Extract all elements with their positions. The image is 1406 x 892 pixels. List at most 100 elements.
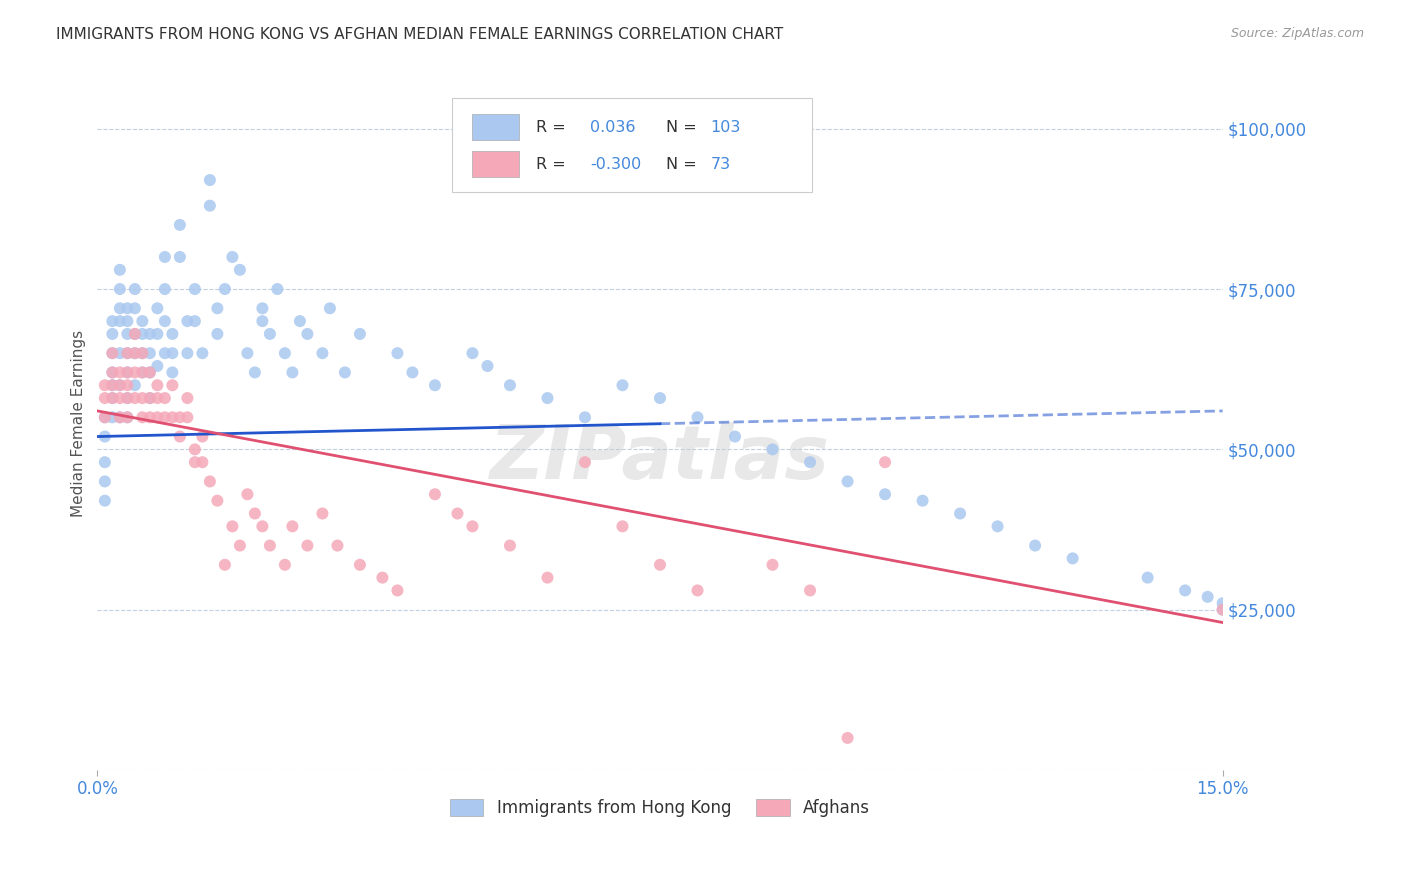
Point bbox=[139, 346, 162, 360]
Point bbox=[221, 519, 243, 533]
Point bbox=[108, 282, 131, 296]
Point bbox=[1212, 603, 1234, 617]
Point bbox=[1174, 583, 1197, 598]
Point bbox=[94, 493, 117, 508]
Point bbox=[274, 558, 297, 572]
Point bbox=[117, 378, 139, 392]
Point bbox=[333, 366, 356, 380]
Point bbox=[139, 366, 162, 380]
Point bbox=[371, 571, 394, 585]
Point bbox=[499, 378, 522, 392]
Point bbox=[281, 366, 304, 380]
FancyBboxPatch shape bbox=[451, 98, 811, 192]
Point bbox=[191, 346, 214, 360]
Point bbox=[191, 429, 214, 443]
Point bbox=[124, 326, 146, 341]
Point bbox=[117, 391, 139, 405]
Point bbox=[176, 391, 198, 405]
Point bbox=[686, 583, 709, 598]
Point bbox=[686, 410, 709, 425]
Point bbox=[169, 429, 191, 443]
Point bbox=[169, 218, 191, 232]
Point bbox=[162, 326, 184, 341]
Point bbox=[873, 455, 896, 469]
Point bbox=[139, 366, 162, 380]
Point bbox=[281, 519, 304, 533]
Point bbox=[146, 378, 169, 392]
Point bbox=[117, 314, 139, 328]
Text: N =: N = bbox=[665, 156, 702, 171]
Point bbox=[266, 282, 288, 296]
Point bbox=[612, 378, 634, 392]
Point bbox=[499, 539, 522, 553]
Point bbox=[229, 262, 252, 277]
Point bbox=[101, 378, 124, 392]
Point bbox=[117, 346, 139, 360]
Point bbox=[131, 366, 153, 380]
Point bbox=[259, 539, 281, 553]
Point bbox=[911, 493, 934, 508]
Point bbox=[536, 571, 558, 585]
Point bbox=[131, 346, 153, 360]
Text: 0.036: 0.036 bbox=[591, 120, 636, 135]
Text: 103: 103 bbox=[710, 120, 741, 135]
Point bbox=[124, 366, 146, 380]
Point bbox=[131, 326, 153, 341]
Bar bbox=[472, 114, 519, 140]
Point bbox=[207, 326, 229, 341]
Point bbox=[477, 359, 499, 373]
Point bbox=[94, 391, 117, 405]
Point bbox=[761, 558, 783, 572]
Point bbox=[117, 366, 139, 380]
Text: R =: R = bbox=[536, 156, 571, 171]
Point bbox=[108, 262, 131, 277]
Point bbox=[153, 346, 176, 360]
Point bbox=[108, 366, 131, 380]
Point bbox=[146, 301, 169, 316]
Point bbox=[297, 326, 319, 341]
Point bbox=[873, 487, 896, 501]
Point bbox=[259, 326, 281, 341]
Point bbox=[146, 359, 169, 373]
Point bbox=[176, 346, 198, 360]
Point bbox=[108, 346, 131, 360]
Point bbox=[101, 366, 124, 380]
Point bbox=[101, 391, 124, 405]
Point bbox=[612, 519, 634, 533]
Point bbox=[124, 301, 146, 316]
Point bbox=[184, 455, 207, 469]
Text: -0.300: -0.300 bbox=[591, 156, 641, 171]
Point bbox=[108, 314, 131, 328]
Point bbox=[124, 378, 146, 392]
Point bbox=[101, 346, 124, 360]
Point bbox=[229, 539, 252, 553]
Point bbox=[139, 391, 162, 405]
Point bbox=[124, 326, 146, 341]
Point bbox=[131, 314, 153, 328]
Point bbox=[252, 301, 274, 316]
Point bbox=[117, 301, 139, 316]
Point bbox=[837, 731, 859, 745]
Text: ZIPatlas: ZIPatlas bbox=[491, 422, 830, 495]
Point bbox=[139, 410, 162, 425]
Point bbox=[94, 475, 117, 489]
Point bbox=[648, 558, 671, 572]
Point bbox=[117, 410, 139, 425]
Point bbox=[162, 378, 184, 392]
Point bbox=[101, 314, 124, 328]
Point bbox=[94, 410, 117, 425]
Point bbox=[252, 519, 274, 533]
Point bbox=[221, 250, 243, 264]
Point bbox=[117, 366, 139, 380]
Point bbox=[198, 173, 221, 187]
Point bbox=[94, 410, 117, 425]
Point bbox=[101, 326, 124, 341]
Point bbox=[288, 314, 311, 328]
Point bbox=[236, 346, 259, 360]
Point bbox=[987, 519, 1010, 533]
Point bbox=[574, 410, 596, 425]
Bar bbox=[472, 151, 519, 178]
Point bbox=[297, 539, 319, 553]
Point bbox=[1062, 551, 1084, 566]
Point bbox=[387, 583, 409, 598]
